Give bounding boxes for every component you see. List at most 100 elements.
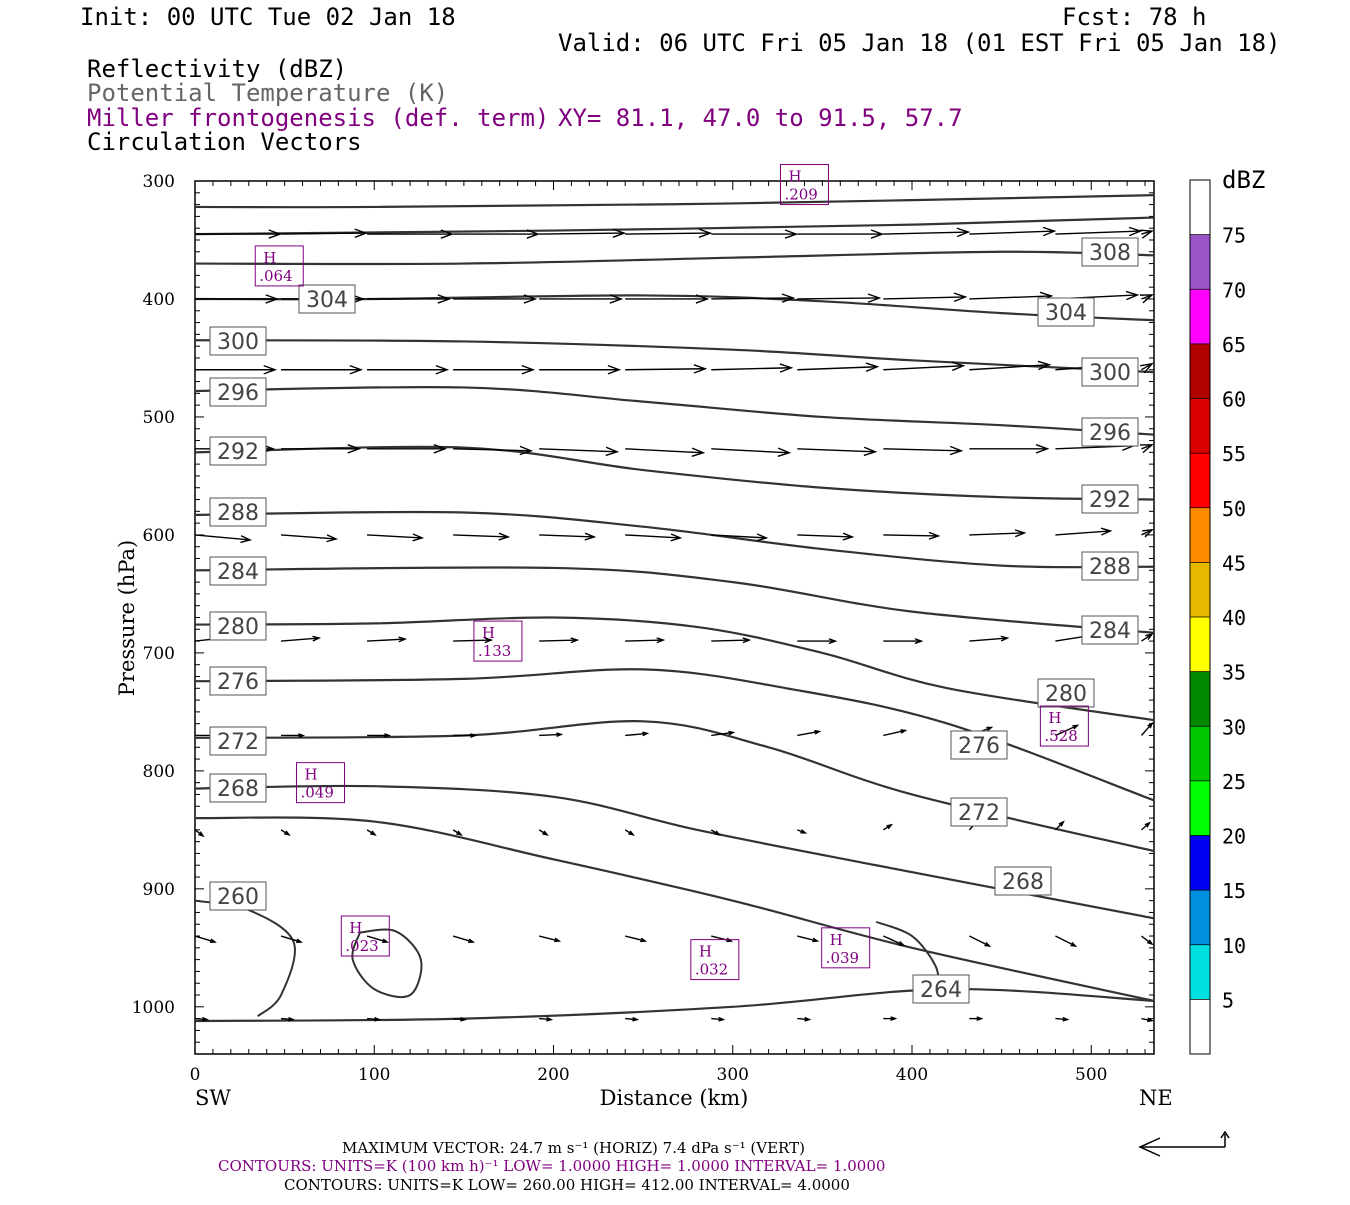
wind-vector [797,532,855,541]
wind-vector [711,447,792,457]
wind-vector [625,533,683,542]
wind-vector [625,731,650,737]
theta-contour-line [194,784,1155,920]
colorbar-segment [1190,562,1210,617]
y-tick-label: 400 [143,290,175,310]
svg-text:.064: .064 [259,267,292,285]
wind-vector [797,729,822,737]
x-label-sw: SW [195,1086,231,1110]
wind-vector [281,733,306,738]
wind-vector [624,829,635,836]
wind-vector [711,1016,726,1022]
contour-label-276: 276 [950,730,1008,760]
contour-label-304: 304 [298,284,356,314]
contour-label-276: 276 [209,666,267,696]
contour-label-268: 268 [209,773,267,803]
wind-vector [281,364,364,375]
wind-vector [883,292,968,303]
wind-vector [797,362,880,372]
y-tick-label: 500 [143,408,175,428]
reference-vector [1138,1130,1230,1157]
colorbar-segment [1190,726,1210,781]
wind-vector [797,293,882,303]
wind-vector [1140,721,1154,736]
wind-vector [194,829,205,838]
colorbar-label: 30 [1222,715,1246,739]
wind-vector [539,364,622,375]
contour-label-264: 264 [912,974,970,1004]
colorbar-segment [1190,453,1210,508]
field-circulation-vectors: Circulation Vectors [87,128,362,156]
wind-vector [539,637,580,644]
contour-label-284: 284 [1081,615,1139,645]
colorbar-segment [1190,180,1210,235]
svg-text:268: 268 [1002,870,1044,895]
svg-text:292: 292 [1089,488,1131,513]
wind-vector [711,533,769,542]
frontogenesis-max-marker: H.039 [821,927,871,969]
wind-vector [195,229,283,239]
colorbar-label: 25 [1222,770,1246,794]
x-tick-label: 0 [190,1065,201,1085]
wind-vector [453,364,536,375]
svg-text:308: 308 [1089,241,1131,266]
wind-vector [1141,529,1154,538]
theta-260-contour [351,928,423,998]
wind-vector [453,1016,468,1022]
colorbar-segment [1190,289,1210,344]
wind-vector [367,294,452,304]
colorbar-label: 50 [1222,497,1246,521]
colorbar-label: 35 [1222,661,1246,685]
contours-theta-text: CONTOURS: UNITS=K LOW= 260.00 HIGH= 412.… [284,1176,850,1194]
wind-vector [539,446,620,457]
wind-vector [1141,632,1154,642]
svg-text:300: 300 [1089,361,1131,386]
svg-text:284: 284 [217,560,259,585]
svg-text:272: 272 [958,801,1000,826]
wind-vector [539,1016,554,1022]
wind-vector [539,294,624,304]
svg-text:284: 284 [1089,619,1131,644]
contour-label-288: 288 [1081,551,1139,581]
wind-vector [797,1016,812,1022]
colorbar-segment [1190,507,1210,563]
wind-vector [539,228,627,238]
wind-vector [1141,1017,1155,1023]
contour-label-308: 308 [1081,237,1139,267]
svg-text:.133: .133 [478,642,511,660]
svg-text:280: 280 [1045,682,1087,707]
theta-contours [194,194,1155,1023]
wind-vector [281,444,362,454]
axis-tick-labels: 0 100 200 300 400 500 300 400 500 600 700 800 900 100… [132,172,1108,1085]
wind-vector [969,1016,984,1021]
wind-vector [797,446,878,457]
wind-vector [453,445,534,456]
svg-text:268: 268 [217,777,259,802]
wind-vector [625,637,666,644]
wind-vector [453,733,478,738]
y-tick-label: 1000 [132,998,175,1018]
colorbar-label: 75 [1222,224,1246,248]
wind-vector [797,935,820,943]
contour-label-272: 272 [209,726,267,756]
wind-vector [625,935,648,943]
theta-contour-line [194,385,1155,436]
svg-text:.209: .209 [784,186,817,204]
wind-vector [1139,294,1154,304]
svg-text:272: 272 [217,730,259,755]
svg-text:.032: .032 [695,961,728,979]
field-potential-temperature: Potential Temperature (K) [87,79,448,107]
svg-text:H: H [349,919,362,937]
wind-vector [882,823,894,831]
wind-vector [883,361,966,372]
svg-text:296: 296 [1089,421,1131,446]
wind-vector [625,1016,640,1022]
contour-labels: 300 296 292 288 284 280 276 272 268 260 304 308 304 3… [209,237,1139,1004]
colorbar-label: 70 [1222,278,1246,302]
svg-text:H: H [263,249,276,267]
wind-vector [367,229,455,239]
wind-vector [280,534,339,543]
contour-label-272: 272 [950,797,1008,827]
